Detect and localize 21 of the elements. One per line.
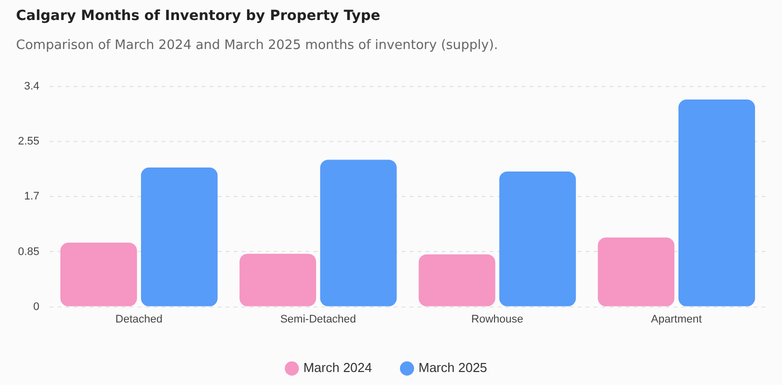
bar: [240, 254, 316, 306]
bar: [141, 168, 218, 306]
chart-title: Calgary Months of Inventory by Property Type: [16, 8, 380, 24]
x-tick-label: Apartment: [651, 313, 702, 326]
bar: [60, 242, 137, 306]
x-tick-label: Rowhouse: [471, 313, 524, 326]
legend-label: March 2025: [418, 360, 488, 376]
bar: [418, 254, 496, 306]
x-tick-label: Detached: [115, 313, 163, 326]
y-tick-label: 1.7: [24, 190, 40, 203]
y-tick-label: 0: [33, 300, 40, 313]
x-tick-label: Semi-Detached: [280, 313, 356, 326]
bar: [678, 100, 756, 306]
bar: [598, 238, 674, 306]
legend-label: March 2024: [303, 360, 372, 376]
bar: [320, 160, 397, 306]
chart-subtitle: Comparison of March 2024 and March 2025 months of inventory (supply).: [16, 38, 498, 53]
y-tick-label: 2.55: [18, 136, 40, 148]
y-tick-label: 0.85: [18, 246, 40, 258]
y-tick-label: 3.4: [24, 80, 40, 93]
bar: [499, 171, 576, 306]
